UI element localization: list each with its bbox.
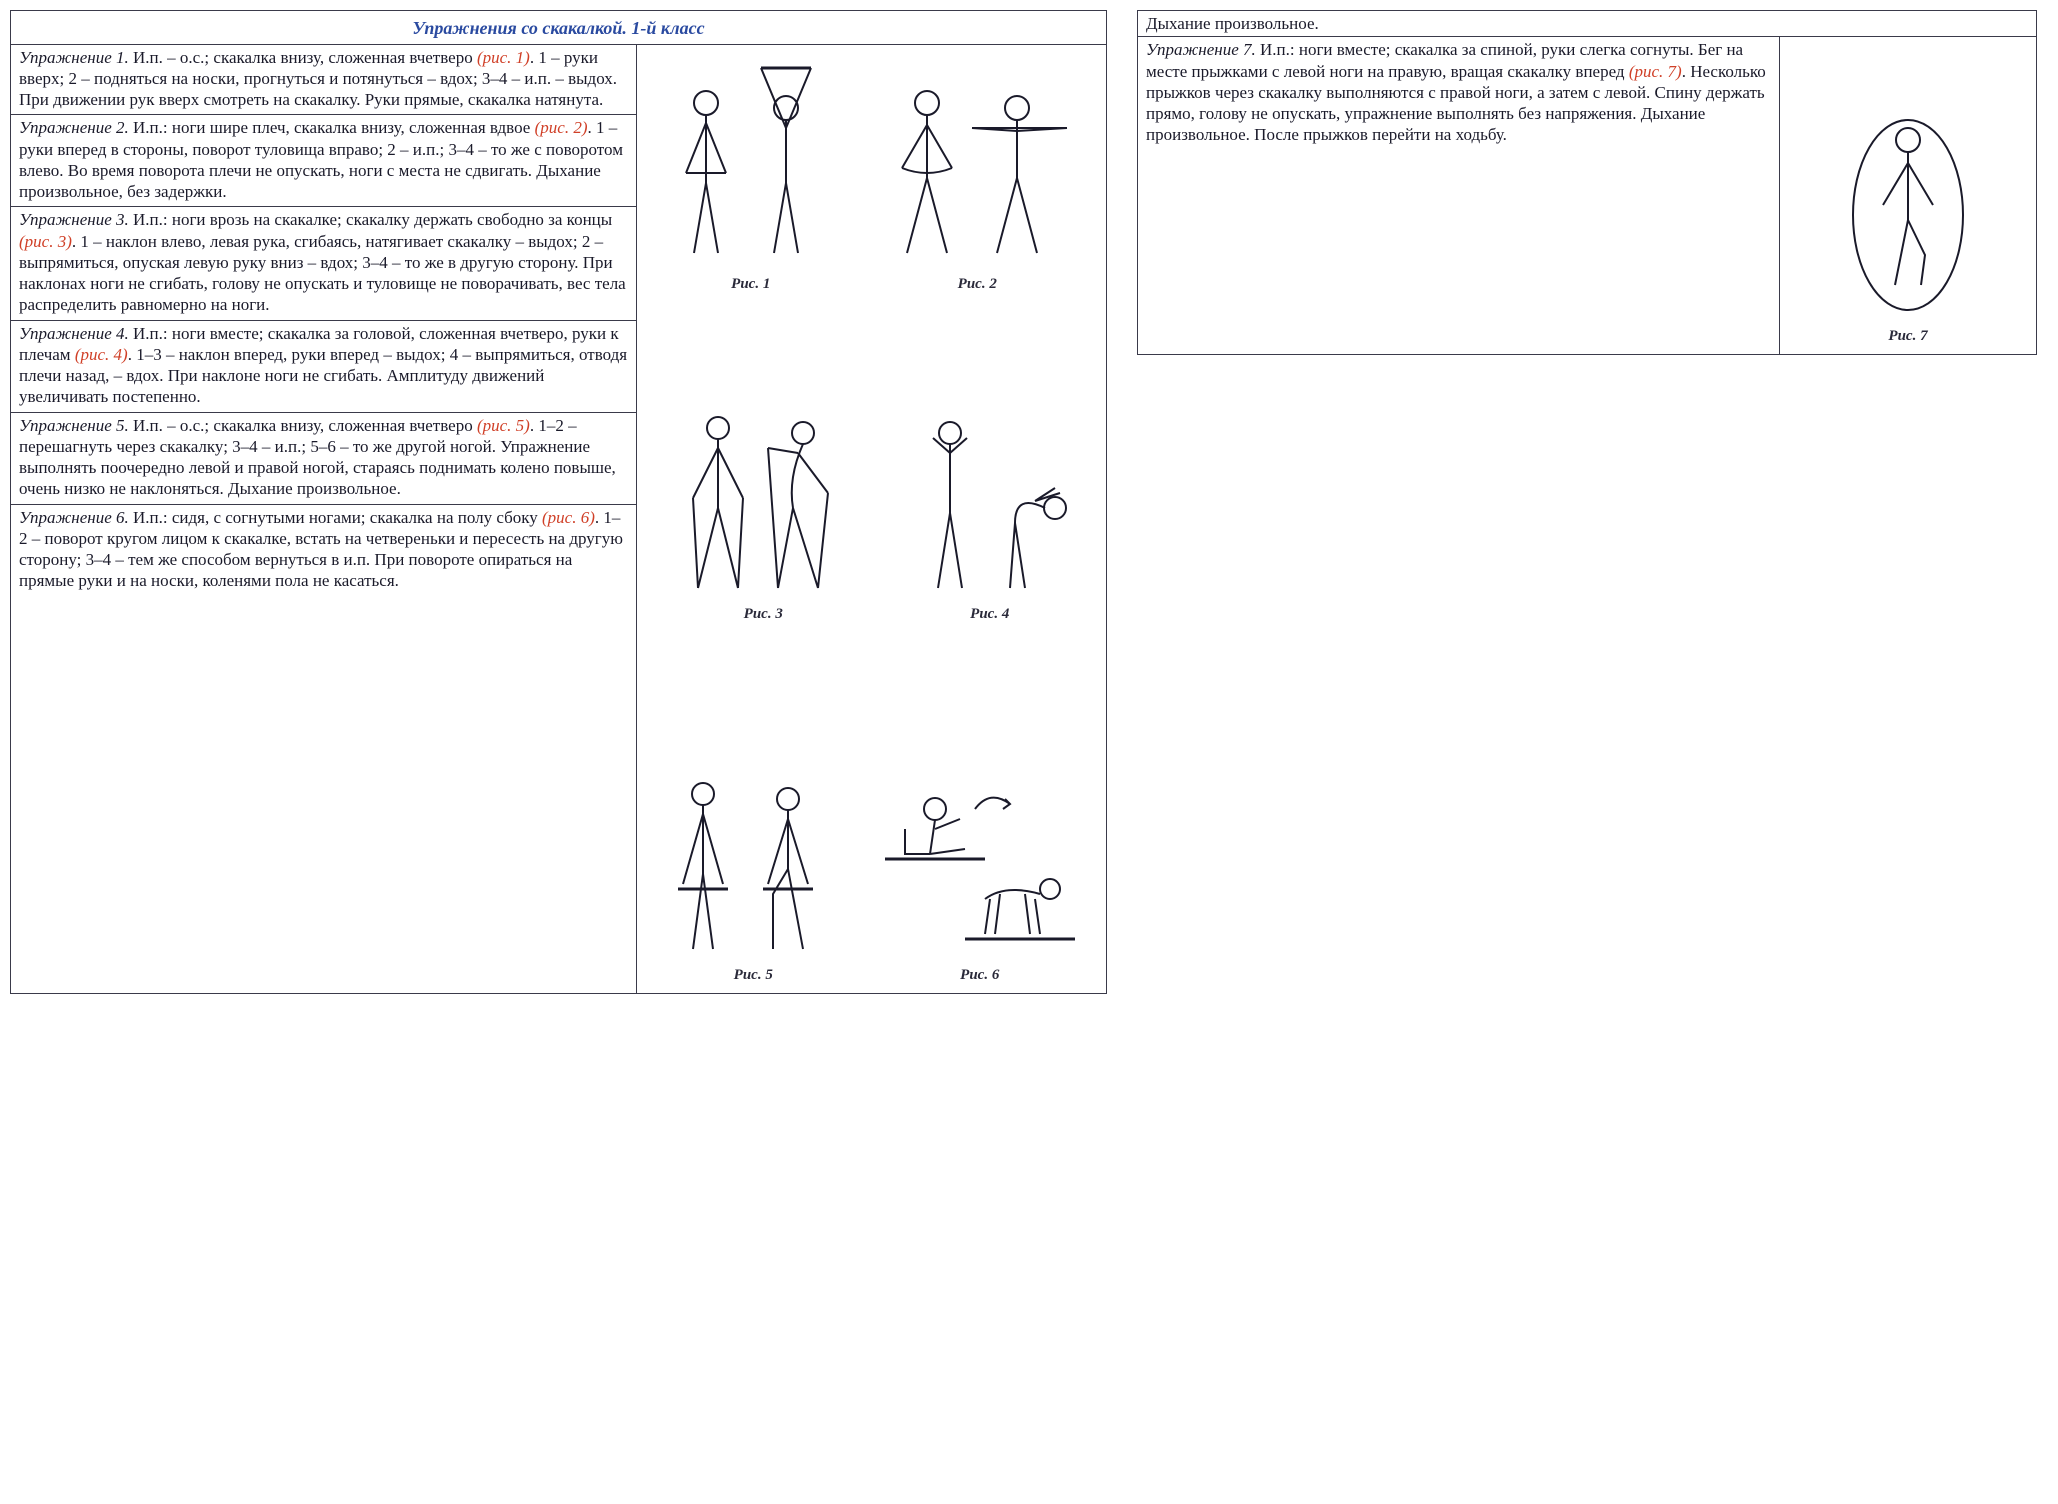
content-row: Упражнение 1. И.п. – о.с.; скакалка вниз… [11, 45, 1106, 993]
figure-6: Рис. 6 [875, 754, 1085, 985]
exercise-label: Упражнение 6. [19, 508, 129, 527]
figure-1-svg [666, 53, 836, 273]
figure-group-3-4: Рис. 3 [645, 393, 1098, 624]
figure-reference: (рис. 6) [542, 508, 595, 527]
figure-caption: Рис. 4 [905, 605, 1075, 624]
exercise-2: Упражнение 2. И.п.: ноги шире плеч, скак… [11, 115, 636, 207]
figure-2: Рис. 2 [877, 53, 1077, 294]
exercise-7-row: Упражнение 7. И.п.: ноги вместе; скакалк… [1138, 37, 2036, 354]
figure-5-svg [658, 754, 848, 964]
figure-reference: (рис. 2) [535, 118, 588, 137]
exercise-1: Упражнение 1. И.п. – о.с.; скакалка вниз… [11, 45, 636, 116]
exercise-3: Упражнение 3. И.п.: ноги врозь на скакал… [11, 207, 636, 320]
page-title: Упражнения со скакалкой. 1-й класс [11, 11, 1106, 45]
figure-caption: Рис. 7 [1788, 327, 2028, 346]
figure-group-1-2: Рис. 1 [645, 53, 1098, 294]
figure-4-svg [905, 393, 1075, 603]
figure-7: Рис. 7 [1780, 37, 2036, 354]
exercise-text-pre: И.п.: сидя, с согнутыми ногами; скакалка… [129, 508, 542, 527]
exercise-5: Упражнение 5. И.п. – о.с.; скакалка вниз… [11, 413, 636, 505]
figure-3-svg [668, 393, 858, 603]
exercise-label: Упражнение 5. [19, 416, 129, 435]
exercise-label: Упражнение 7. [1146, 40, 1256, 59]
figure-reference: (рис. 1) [477, 48, 530, 67]
figure-caption: Рис. 6 [875, 966, 1085, 985]
exercise-label: Упражнение 4. [19, 324, 129, 343]
figure-7-svg [1833, 85, 1983, 325]
exercise-text-pre: И.п. – о.с.; скакалка внизу, сложенная в… [129, 416, 477, 435]
figures-column: Рис. 1 [637, 45, 1106, 993]
figure-reference: (рис. 7) [1629, 62, 1682, 81]
document-page: Упражнения со скакалкой. 1-й класс Упраж… [10, 10, 2048, 994]
figure-6-svg [875, 754, 1085, 964]
figure-reference: (рис. 5) [477, 416, 530, 435]
figure-caption: Рис. 2 [877, 275, 1077, 294]
right-page-box: Дыхание произвольное. Упражнение 7. И.п.… [1137, 10, 2037, 355]
exercise-7: Упражнение 7. И.п.: ноги вместе; скакалк… [1138, 37, 1780, 354]
exercise-text-pre: И.п.: ноги врозь на скакалке; скакалку д… [129, 210, 612, 229]
figure-3: Рис. 3 [668, 393, 858, 624]
figure-caption: Рис. 3 [668, 605, 858, 624]
figure-4: Рис. 4 [905, 393, 1075, 624]
exercise-4: Упражнение 4. И.п.: ноги вместе; скакалк… [11, 321, 636, 413]
exercise-text-pre: И.п.: ноги шире плеч, скакалка внизу, сл… [129, 118, 535, 137]
exercise-text-post: . 1 – наклон влево, левая рука, сгибаясь… [19, 232, 626, 315]
exercise-label: Упражнение 3. [19, 210, 129, 229]
figure-reference: (рис. 3) [19, 232, 72, 251]
exercise-text-pre: И.п. – о.с.; скакалка внизу, сложенная в… [129, 48, 477, 67]
breathing-line: Дыхание произвольное. [1138, 11, 2036, 37]
figure-1: Рис. 1 [666, 53, 836, 294]
figure-group-5-6: Рис. 5 [645, 754, 1098, 985]
left-page: Упражнения со скакалкой. 1-й класс Упраж… [10, 10, 1107, 994]
figure-caption: Рис. 1 [666, 275, 836, 294]
figure-caption: Рис. 5 [658, 966, 848, 985]
right-page: Дыхание произвольное. Упражнение 7. И.п.… [1137, 10, 2037, 994]
figure-reference: (рис. 4) [75, 345, 128, 364]
figure-5: Рис. 5 [658, 754, 848, 985]
exercise-label: Упражнение 1. [19, 48, 129, 67]
exercise-6: Упражнение 6. И.п.: сидя, с согнутыми но… [11, 505, 636, 596]
text-column: Упражнение 1. И.п. – о.с.; скакалка вниз… [11, 45, 637, 993]
exercise-label: Упражнение 2. [19, 118, 129, 137]
figure-2-svg [877, 53, 1077, 273]
